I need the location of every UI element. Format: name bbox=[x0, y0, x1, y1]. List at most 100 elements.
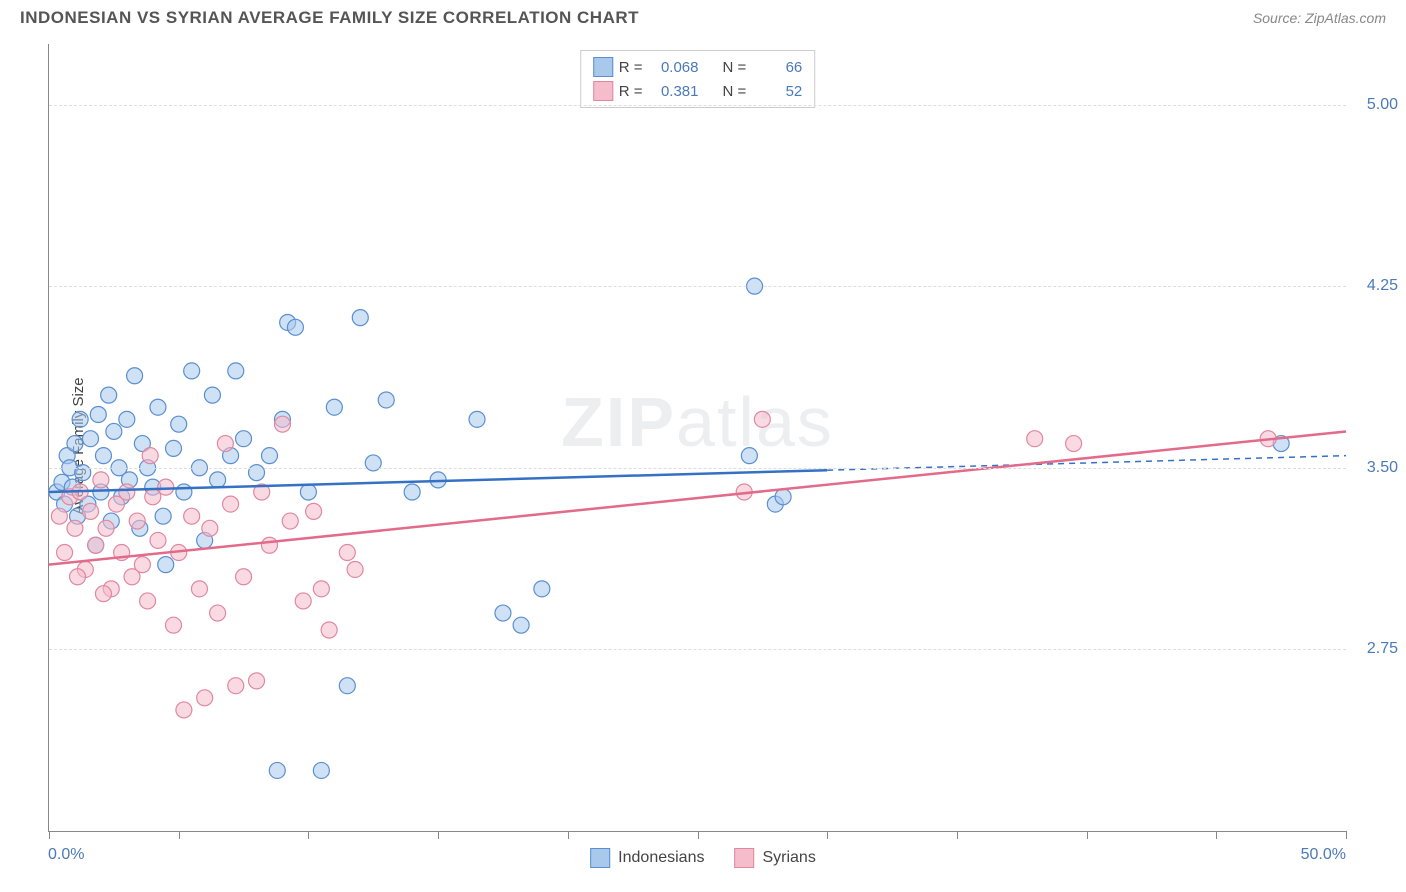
source-label: Source: bbox=[1253, 10, 1301, 26]
gridline bbox=[49, 105, 1346, 106]
scatter-point bbox=[1027, 431, 1043, 447]
legend-label: Indonesians bbox=[618, 849, 704, 867]
n-label: N = bbox=[723, 59, 747, 76]
scatter-point bbox=[176, 702, 192, 718]
x-tick bbox=[179, 831, 180, 839]
r-value: 0.068 bbox=[649, 59, 699, 76]
scatter-point bbox=[274, 416, 290, 432]
scatter-point bbox=[204, 387, 220, 403]
scatter-point bbox=[306, 503, 322, 519]
stats-legend-row: R = 0.068 N = 66 bbox=[593, 55, 803, 79]
scatter-point bbox=[339, 678, 355, 694]
scatter-point bbox=[95, 586, 111, 602]
gridline bbox=[49, 649, 1346, 650]
scatter-point bbox=[228, 678, 244, 694]
x-tick bbox=[1346, 831, 1347, 839]
scatter-point bbox=[534, 581, 550, 597]
scatter-point bbox=[313, 762, 329, 778]
x-axis-min-label: 0.0% bbox=[48, 846, 84, 864]
scatter-point bbox=[171, 416, 187, 432]
n-value: 66 bbox=[752, 59, 802, 76]
series-legend: Indonesians Syrians bbox=[590, 848, 816, 868]
x-tick bbox=[827, 831, 828, 839]
scatter-point bbox=[72, 411, 88, 427]
stats-legend: R = 0.068 N = 66 R = 0.381 N = 52 bbox=[580, 50, 816, 108]
gridline bbox=[49, 286, 1346, 287]
r-label: R = bbox=[619, 59, 643, 76]
scatter-point bbox=[321, 622, 337, 638]
scatter-point bbox=[339, 545, 355, 561]
scatter-point bbox=[404, 484, 420, 500]
scatter-point bbox=[295, 593, 311, 609]
legend-swatch bbox=[734, 848, 754, 868]
scatter-point bbox=[352, 310, 368, 326]
scatter-point bbox=[93, 472, 109, 488]
x-tick bbox=[698, 831, 699, 839]
legend-label: Syrians bbox=[762, 849, 815, 867]
x-tick bbox=[1216, 831, 1217, 839]
scatter-point bbox=[287, 319, 303, 335]
scatter-point bbox=[106, 423, 122, 439]
x-tick bbox=[568, 831, 569, 839]
scatter-point bbox=[228, 363, 244, 379]
scatter-point bbox=[326, 399, 342, 415]
scatter-point bbox=[98, 520, 114, 536]
scatter-point bbox=[88, 537, 104, 553]
scatter-point bbox=[150, 532, 166, 548]
scatter-point bbox=[67, 436, 83, 452]
chart-header: INDONESIAN VS SYRIAN AVERAGE FAMILY SIZE… bbox=[0, 0, 1406, 32]
scatter-point bbox=[269, 762, 285, 778]
scatter-point bbox=[134, 557, 150, 573]
scatter-point bbox=[210, 472, 226, 488]
y-tick-label: 4.25 bbox=[1367, 277, 1398, 295]
legend-swatch bbox=[593, 57, 613, 77]
r-value: 0.381 bbox=[649, 83, 699, 100]
scatter-point bbox=[513, 617, 529, 633]
scatter-point bbox=[129, 513, 145, 529]
scatter-point bbox=[495, 605, 511, 621]
scatter-point bbox=[469, 411, 485, 427]
scatter-point bbox=[261, 448, 277, 464]
scatter-point bbox=[300, 484, 316, 500]
x-axis-max-label: 50.0% bbox=[1301, 846, 1346, 864]
scatter-point bbox=[1066, 436, 1082, 452]
plot-svg bbox=[49, 44, 1346, 831]
scatter-point bbox=[223, 496, 239, 512]
scatter-point bbox=[127, 368, 143, 384]
x-tick bbox=[957, 831, 958, 839]
y-tick-label: 5.00 bbox=[1367, 96, 1398, 114]
scatter-point bbox=[90, 406, 106, 422]
legend-item: Indonesians bbox=[590, 848, 704, 868]
scatter-point bbox=[83, 431, 99, 447]
chart-source: Source: ZipAtlas.com bbox=[1253, 10, 1386, 26]
x-tick bbox=[438, 831, 439, 839]
scatter-point bbox=[101, 387, 117, 403]
chart-title: INDONESIAN VS SYRIAN AVERAGE FAMILY SIZE… bbox=[20, 8, 639, 28]
x-tick bbox=[49, 831, 50, 839]
scatter-point bbox=[236, 569, 252, 585]
legend-item: Syrians bbox=[734, 848, 815, 868]
scatter-point bbox=[142, 448, 158, 464]
scatter-point bbox=[249, 673, 265, 689]
trend-line bbox=[49, 431, 1346, 564]
n-value: 52 bbox=[752, 83, 802, 100]
scatter-point bbox=[70, 569, 86, 585]
scatter-point bbox=[347, 561, 363, 577]
scatter-point bbox=[197, 690, 213, 706]
scatter-point bbox=[378, 392, 394, 408]
x-tick bbox=[1087, 831, 1088, 839]
scatter-point bbox=[67, 520, 83, 536]
stats-legend-row: R = 0.381 N = 52 bbox=[593, 79, 803, 103]
n-label: N = bbox=[723, 83, 747, 100]
scatter-point bbox=[775, 489, 791, 505]
scatter-point bbox=[57, 545, 73, 561]
scatter-point bbox=[166, 440, 182, 456]
scatter-point bbox=[210, 605, 226, 621]
scatter-point bbox=[261, 537, 277, 553]
r-label: R = bbox=[619, 83, 643, 100]
y-tick-label: 3.50 bbox=[1367, 459, 1398, 477]
scatter-point bbox=[184, 508, 200, 524]
scatter-point bbox=[158, 479, 174, 495]
scatter-point bbox=[176, 484, 192, 500]
scatter-point bbox=[282, 513, 298, 529]
